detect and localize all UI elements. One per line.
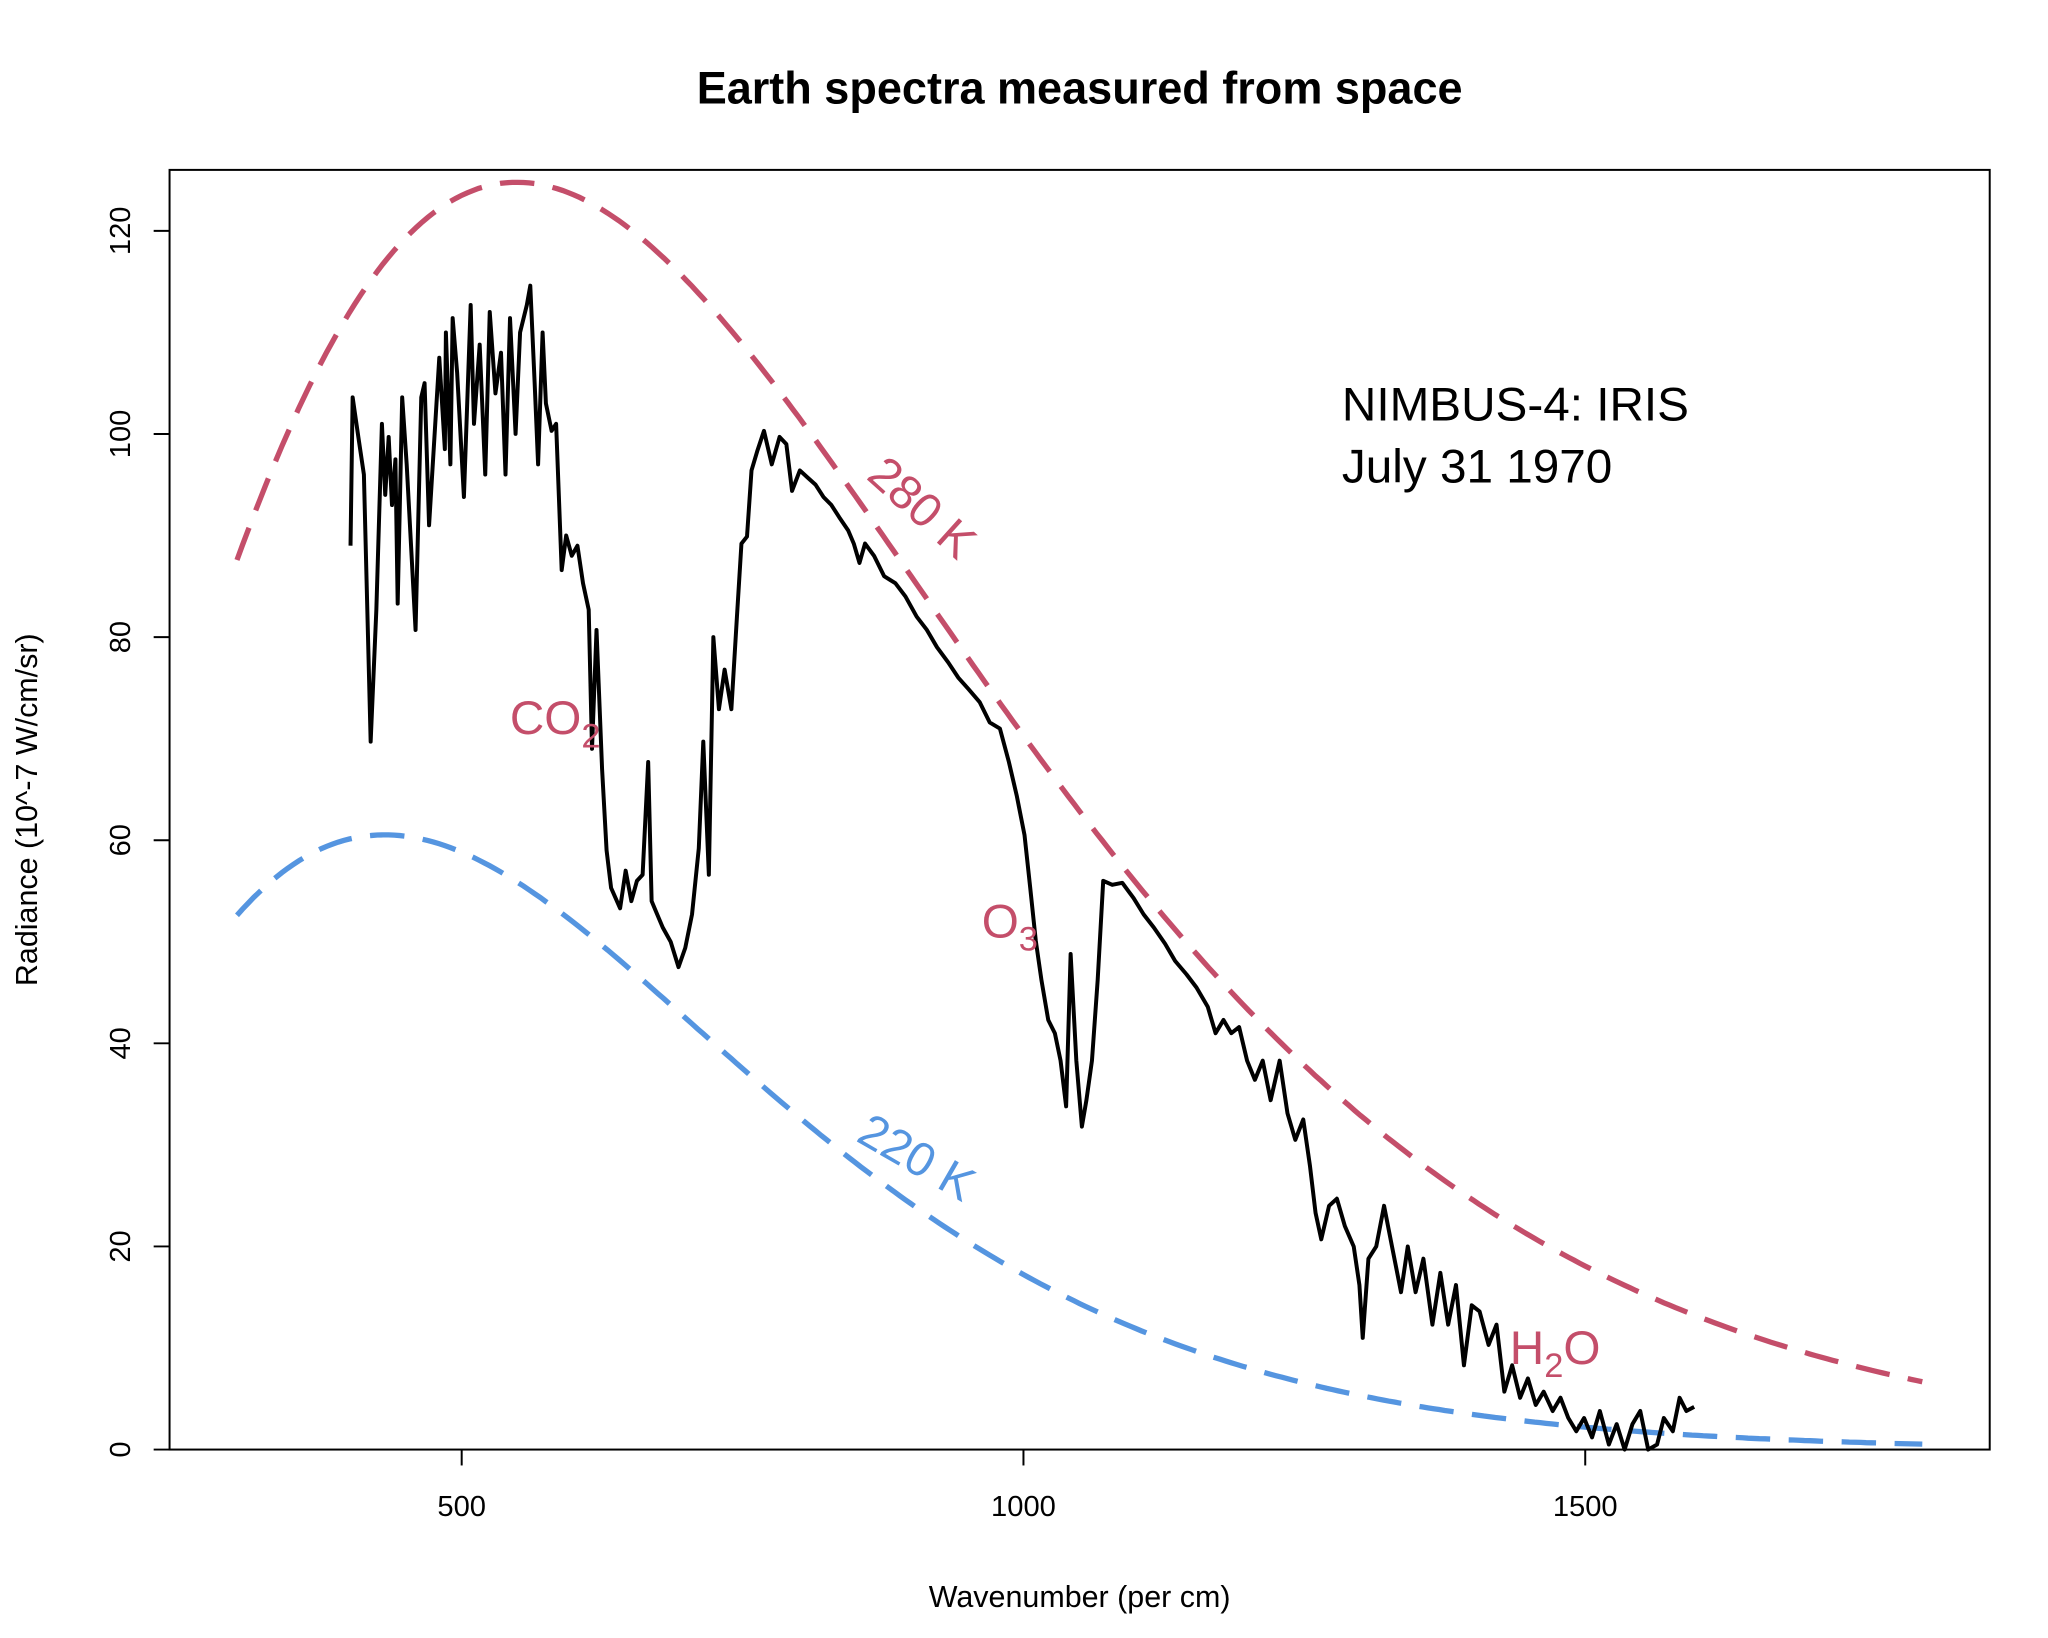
x-tick-label: 1000: [991, 1491, 1056, 1523]
y-tick-label: 60: [105, 824, 137, 856]
label-text: CO: [510, 692, 582, 745]
label-subscript: 3: [1019, 921, 1038, 959]
x-tick-label: 500: [437, 1491, 486, 1523]
curve-label: 280 K: [858, 447, 986, 570]
absorption-label: H2O: [1510, 1322, 1601, 1385]
info-line-2: July 31 1970: [1342, 441, 1612, 494]
y-axis-label: Radiance (10^-7 W/cm/sr): [10, 633, 44, 986]
x-axis: 500 1000 1500: [437, 1449, 1618, 1523]
y-axis: 0 20 40 60 80 100 120: [105, 207, 170, 1458]
info-line-1: NIMBUS-4: IRIS: [1342, 378, 1689, 431]
x-axis-label: Wavenumber (per cm): [929, 1580, 1231, 1614]
label-text: O: [982, 895, 1019, 948]
absorption-label: O3: [982, 895, 1038, 958]
curve-label: 220 K: [849, 1104, 984, 1212]
y-tick-label: 0: [105, 1441, 137, 1457]
y-tick-label: 40: [105, 1027, 137, 1059]
label-subscript: 2: [581, 717, 600, 755]
planck-curve-220k: [235, 832, 1923, 1447]
absorption-label: CO2: [510, 692, 601, 755]
chart-title: Earth spectra measured from space: [697, 63, 1463, 114]
x-tick-label: 1500: [1553, 1491, 1618, 1523]
measured-spectrum-line: [348, 283, 1696, 1452]
label-text: H: [1510, 1322, 1544, 1375]
label-text-2: O: [1563, 1322, 1600, 1375]
y-tick-label: 100: [105, 410, 137, 459]
planck-curve-280k: [234, 179, 1923, 1385]
label-subscript: 2: [1544, 1347, 1563, 1385]
y-tick-label: 120: [105, 207, 137, 256]
plot-frame: [168, 168, 1991, 1451]
y-tick-label: 80: [105, 621, 137, 653]
y-tick-label: 20: [105, 1230, 137, 1262]
